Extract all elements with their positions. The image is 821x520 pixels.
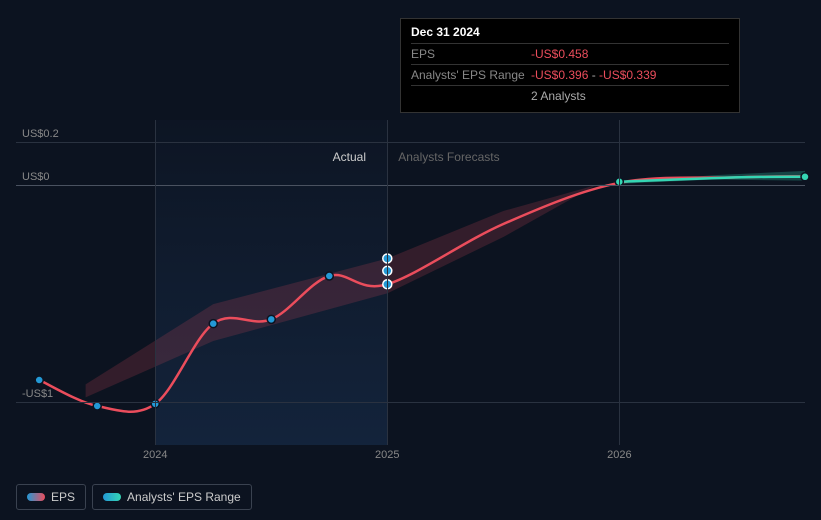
eps-marker	[209, 320, 217, 328]
tooltip-row-label	[411, 89, 531, 103]
legend-label: EPS	[51, 490, 75, 504]
tooltip-row: EPS-US$0.458	[411, 43, 729, 64]
gridline-y	[16, 402, 805, 403]
x-axis-label: 2024	[143, 449, 167, 461]
legend-swatch	[103, 493, 121, 501]
tooltip-row-value: -US$0.458	[531, 47, 729, 61]
eps-marker	[267, 315, 275, 323]
forecast-marker	[801, 173, 809, 181]
gridline-x	[387, 120, 388, 445]
eps-chart[interactable]: Actual Analysts Forecasts US$0.2 US$0 -US$…	[16, 120, 805, 465]
tooltip-row-value: -US$0.396 - -US$0.339	[531, 68, 729, 82]
gridline-x	[619, 120, 620, 445]
eps-marker	[35, 376, 43, 384]
y-axis-label: -US$1	[22, 388, 53, 400]
legend-swatch	[27, 493, 45, 501]
gridline-y	[16, 185, 805, 186]
section-label-forecast: Analysts Forecasts	[398, 150, 499, 164]
tooltip-row: 2 Analysts	[411, 85, 729, 106]
eps-marker	[93, 402, 101, 410]
y-axis-label: US$0.2	[22, 128, 59, 140]
x-axis-label: 2025	[375, 449, 399, 461]
tooltip-row: Analysts' EPS Range-US$0.396 - -US$0.339	[411, 64, 729, 85]
tooltip-row-value: 2 Analysts	[531, 89, 729, 103]
section-label-actual: Actual	[333, 150, 366, 164]
y-axis-label: US$0	[22, 171, 50, 183]
plot-svg	[16, 120, 805, 465]
tooltip-row-label: Analysts' EPS Range	[411, 68, 531, 82]
legend-item[interactable]: EPS	[16, 484, 86, 510]
gridline-y	[16, 142, 805, 143]
chart-tooltip: Dec 31 2024 EPS-US$0.458Analysts' EPS Ra…	[400, 18, 740, 113]
eps-line	[39, 176, 805, 411]
legend: EPS Analysts' EPS Range	[16, 484, 252, 510]
eps-marker	[325, 272, 333, 280]
tooltip-date: Dec 31 2024	[411, 25, 729, 43]
legend-item[interactable]: Analysts' EPS Range	[92, 484, 252, 510]
gridline-x	[155, 120, 156, 445]
x-axis-label: 2026	[607, 449, 631, 461]
legend-label: Analysts' EPS Range	[127, 490, 241, 504]
tooltip-row-label: EPS	[411, 47, 531, 61]
